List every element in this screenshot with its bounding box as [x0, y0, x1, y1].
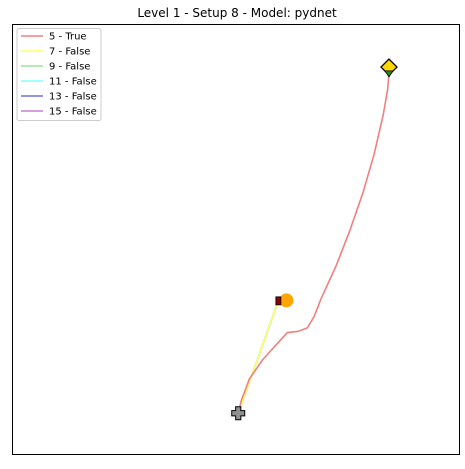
series-line-2 [237, 300, 280, 415]
goal-arrow-marker [384, 70, 394, 78]
start-cross-marker [231, 406, 246, 421]
legend-label-2: 7 - False [49, 47, 90, 58]
legend-label-6: 15 - False [49, 107, 97, 118]
legend-label-5: 13 - False [49, 92, 97, 103]
legend-label-4: 11 - False [49, 77, 97, 88]
legend-items: 5 - True 7 - False 9 - False 11 - False 13 -… [21, 32, 97, 118]
chart-title: Level 1 - Setup 8 - Model: pydnet [137, 6, 337, 20]
marker-layer [231, 58, 398, 421]
target-circle-marker [279, 293, 294, 308]
legend: 5 - True 7 - False 9 - False 11 - False 13 -… [16, 28, 102, 121]
series-line-1 [237, 73, 390, 415]
series-layer [237, 73, 390, 415]
end-marker [275, 296, 282, 306]
plot-frame [12, 24, 460, 455]
legend-label-1: 5 - True [49, 32, 87, 43]
legend-label-3: 9 - False [49, 62, 90, 73]
